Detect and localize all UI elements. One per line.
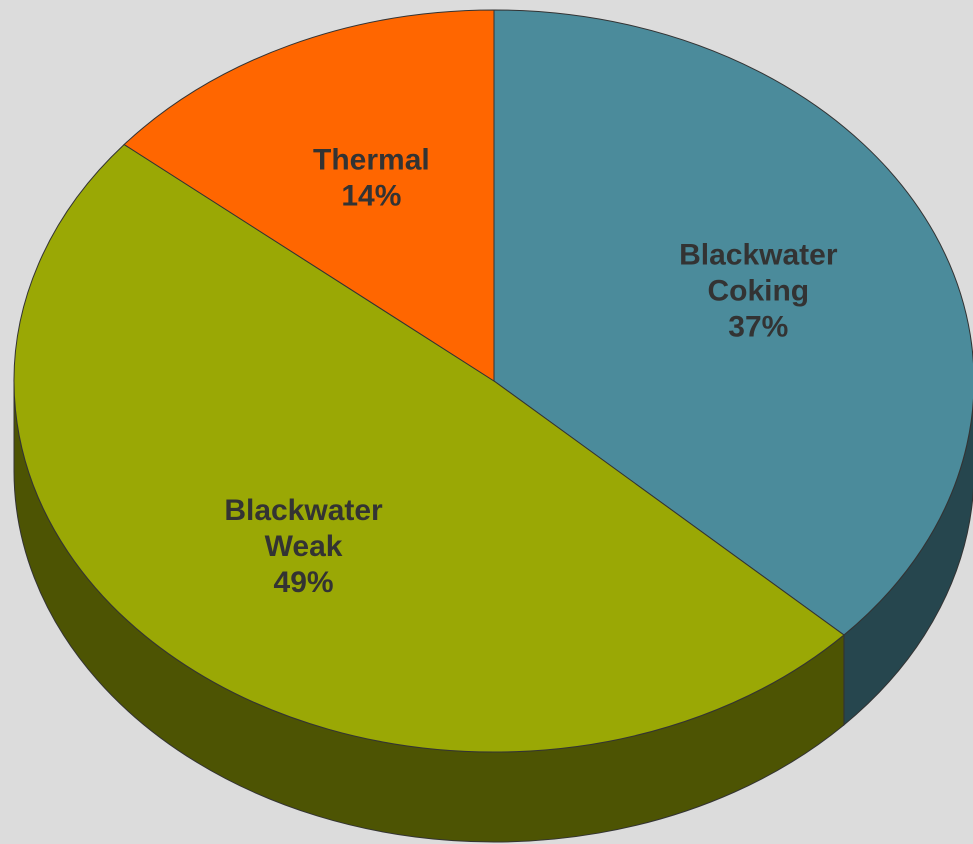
slice-label-line: Coking — [707, 275, 809, 308]
pie-slice — [13, 143, 845, 753]
slice-label: Blackwater Weak — [224, 494, 383, 563]
slice-label-line: Blackwater — [224, 494, 383, 527]
slice-label: Blackwater Coking — [679, 239, 838, 308]
slice-label-line: Thermal — [313, 144, 430, 177]
slice-value-label: 37% — [728, 311, 788, 344]
slice-label-line: Blackwater — [679, 239, 838, 272]
slice-value-label: 14% — [341, 180, 401, 213]
slice-label: Thermal — [313, 144, 430, 177]
pie-slice — [493, 9, 973, 636]
pie-slice — [123, 9, 495, 382]
slice-label-line: Weak — [265, 530, 343, 563]
slice-value-label: 49% — [274, 566, 334, 599]
